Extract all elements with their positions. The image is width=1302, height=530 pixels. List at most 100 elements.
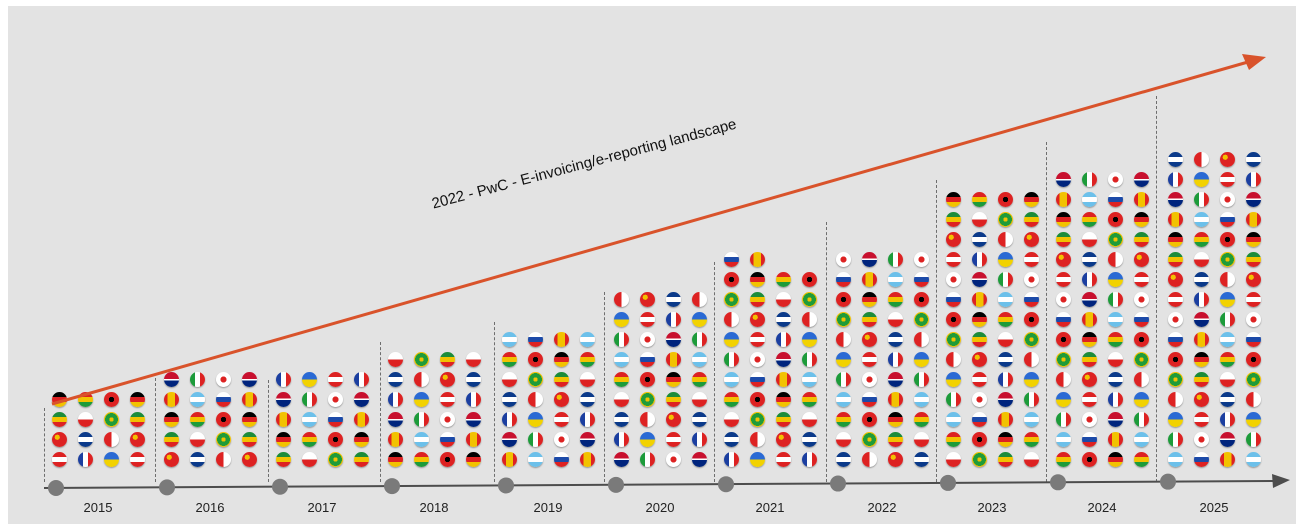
country-flag-icon [354,432,369,447]
country-flag-icon [1134,372,1149,387]
country-flag-icon [354,392,369,407]
country-flag-icon [1168,392,1183,407]
country-flag-icon [1056,272,1071,287]
country-flag-icon [164,412,179,427]
country-flag-icon [692,332,707,347]
timeline-dot [159,479,175,496]
year-label: 2019 [533,500,563,515]
country-flag-icon [1220,252,1235,267]
country-flag-icon [802,392,817,407]
column-divider [714,262,715,482]
country-flag-icon [1134,252,1149,267]
country-flag-icon [998,452,1013,467]
country-flag-icon [130,452,145,467]
country-flag-icon [724,372,739,387]
country-flag-icon [862,292,877,307]
country-flag-icon [276,392,291,407]
country-flag-icon [78,452,93,467]
country-flag-icon [328,452,343,467]
country-flag-icon [692,292,707,307]
country-flag-icon [1108,272,1123,287]
country-flag-icon [164,432,179,447]
country-flag-icon [1220,452,1235,467]
country-flag-icon [580,332,595,347]
country-flag-icon [1194,232,1209,247]
country-flag-icon [1108,292,1123,307]
country-flag-icon [1108,232,1123,247]
country-flag-icon [1134,212,1149,227]
country-flag-icon [724,452,739,467]
country-flag-icon [914,352,929,367]
country-flag-icon [750,352,765,367]
country-flag-icon [888,372,903,387]
country-flag-icon [750,272,765,287]
country-flag-icon [972,412,987,427]
country-flag-icon [802,412,817,427]
country-flag-icon [1246,292,1261,307]
year-label: 2025 [1199,500,1229,515]
country-flag-icon [972,292,987,307]
country-flag-icon [302,452,317,467]
country-flag-icon [1194,192,1209,207]
country-flag-icon [888,352,903,367]
country-flag-icon [528,392,543,407]
country-flag-icon [614,412,629,427]
country-flag-icon [972,372,987,387]
country-flag-icon [190,412,205,427]
country-flag-icon [440,412,455,427]
country-flag-icon [888,312,903,327]
country-flag-icon [1108,432,1123,447]
country-flag-icon [724,352,739,367]
country-flag-icon [276,412,291,427]
country-flag-icon [888,412,903,427]
country-flag-icon [724,292,739,307]
country-flag-icon [1220,432,1235,447]
country-flag-icon [692,412,707,427]
country-flag-icon [528,432,543,447]
country-flag-icon [836,392,851,407]
country-flag-icon [1220,352,1235,367]
column-divider [1046,142,1047,482]
country-flag-icon [914,432,929,447]
country-flag-icon [1082,312,1097,327]
country-flag-icon [776,332,791,347]
country-flag-icon [724,272,739,287]
country-flag-icon [836,452,851,467]
country-flag-icon [614,452,629,467]
country-flag-icon [502,432,517,447]
country-flag-icon [862,392,877,407]
country-flag-icon [692,432,707,447]
country-flag-icon [692,372,707,387]
country-flag-icon [1134,352,1149,367]
timeline-dot [940,474,956,491]
country-flag-icon [972,212,987,227]
country-flag-icon [914,452,929,467]
country-flag-icon [414,452,429,467]
country-flag-icon [972,232,987,247]
country-flag-icon [1246,372,1261,387]
country-flag-icon [580,372,595,387]
country-flag-icon [1194,332,1209,347]
country-flag-icon [1246,332,1261,347]
country-flag-icon [1246,352,1261,367]
country-flag-icon [724,412,739,427]
country-flag-icon [914,252,929,267]
country-flag-icon [1220,332,1235,347]
country-flag-icon [1056,232,1071,247]
country-flag-icon [692,312,707,327]
country-flag-icon [1134,172,1149,187]
country-flag-icon [388,352,403,367]
country-flag-icon [440,352,455,367]
country-flag-icon [302,392,317,407]
country-flag-icon [1056,332,1071,347]
year-label: 2016 [195,500,225,515]
country-flag-icon [302,412,317,427]
country-flag-icon [998,352,1013,367]
country-flag-icon [998,232,1013,247]
year-label: 2024 [1087,500,1117,515]
country-flag-icon [1024,452,1039,467]
country-flag-icon [914,272,929,287]
timeline-dots [48,473,1176,496]
country-flag-icon [554,432,569,447]
country-flag-icon [666,352,681,367]
